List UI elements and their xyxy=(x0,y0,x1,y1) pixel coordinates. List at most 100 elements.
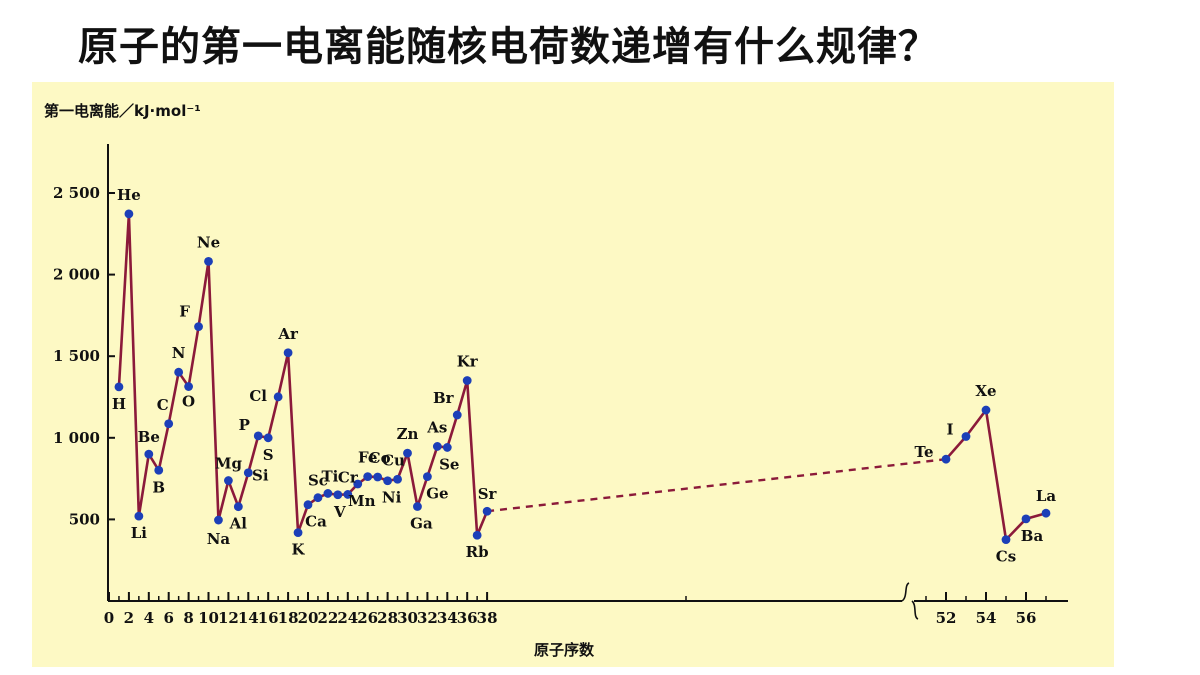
x-tick-label: 20 xyxy=(298,609,319,627)
data-point-la xyxy=(1041,508,1051,518)
data-point-ga xyxy=(413,502,422,511)
element-label-fe: Fe xyxy=(358,449,377,467)
axis-break-mark xyxy=(911,600,919,620)
data-points xyxy=(114,209,1051,545)
element-label-co: Co xyxy=(369,449,391,467)
y-ticks: 500 1 000 1 500 2 000 2 500 xyxy=(53,184,115,528)
data-point-si xyxy=(243,468,253,478)
data-point-n xyxy=(174,367,184,377)
x-ticks: 0 2 4 6 8 10 12 14 16 18 20 22 24 26 28 30 32 34 36 38 52 54 5… xyxy=(104,592,1047,627)
x-tick-label: 38 xyxy=(477,609,498,627)
element-label-mg: Mg xyxy=(215,455,243,473)
data-point-zn xyxy=(403,448,412,458)
element-label-li: Li xyxy=(131,524,148,542)
element-label-kr: Kr xyxy=(457,353,479,371)
data-point-sc xyxy=(313,493,323,503)
x-tick-label: 16 xyxy=(258,609,279,627)
data-point-ba xyxy=(1021,514,1031,524)
element-label-mn: Mn xyxy=(348,492,376,510)
x-tick-label: 24 xyxy=(337,609,358,627)
data-point-co xyxy=(373,472,383,482)
chart-background xyxy=(32,82,1114,667)
element-label-al: Al xyxy=(229,515,248,533)
y-axis-label: 第一电离能／kJ·mol⁻¹ xyxy=(44,102,201,120)
y-tick-label: 2 500 xyxy=(53,184,100,202)
x-tick-label: 22 xyxy=(317,609,338,627)
element-label-ca: Ca xyxy=(305,513,327,531)
x-tick-label: 2 xyxy=(124,609,134,627)
element-label-la: La xyxy=(1036,487,1057,505)
data-point-kr xyxy=(462,376,472,385)
data-point-o xyxy=(184,382,194,391)
x-tick-label: 4 xyxy=(144,609,154,627)
data-point-k xyxy=(293,528,303,538)
x-tick-label: 52 xyxy=(936,609,957,627)
y-tick-label: 500 xyxy=(69,510,100,528)
element-label-sc: Sc xyxy=(308,472,328,490)
element-label-cu: Cu xyxy=(382,451,405,469)
element-label-v: V xyxy=(333,503,346,521)
data-point-s xyxy=(263,433,273,443)
data-point-li xyxy=(134,511,144,521)
axes xyxy=(107,144,1068,620)
x-tick-label: 36 xyxy=(457,609,478,627)
y-tick-label: 1 000 xyxy=(53,429,100,447)
x-tick-label: 18 xyxy=(278,609,299,627)
data-point-rb xyxy=(472,530,482,540)
data-point-c xyxy=(164,419,174,429)
element-label-si: Si xyxy=(252,467,269,485)
data-point-h xyxy=(114,382,124,392)
element-label-rb: Rb xyxy=(466,543,489,561)
x-tick-label: 8 xyxy=(183,609,193,627)
data-point-cu xyxy=(393,474,402,484)
element-label-b: B xyxy=(152,478,165,496)
data-point-cs xyxy=(1001,535,1011,545)
element-label-k: K xyxy=(292,541,306,559)
data-point-al xyxy=(233,502,243,512)
element-label-he: He xyxy=(117,186,141,204)
chart-svg: 第一电离能／kJ·mol⁻¹ 原子序数 500 1 000 1 500 2 000 2 … xyxy=(32,82,1114,667)
data-point-b xyxy=(154,465,164,475)
data-point-ti xyxy=(323,489,333,498)
element-label-ti: Ti xyxy=(321,467,338,485)
data-point-ne xyxy=(204,256,213,266)
element-label-te: Te xyxy=(915,443,934,461)
element-label-i: I xyxy=(946,420,953,438)
data-point-se xyxy=(442,443,452,452)
element-label-h: H xyxy=(112,395,126,413)
data-point-fe xyxy=(363,472,373,482)
element-label-as: As xyxy=(426,418,447,436)
data-point-ge xyxy=(423,472,432,482)
element-label-ga: Ga xyxy=(410,515,433,533)
element-label-o: O xyxy=(182,393,195,411)
element-label-na: Na xyxy=(207,530,231,548)
x-tick-label: 28 xyxy=(377,609,398,627)
ionization-energy-chart: 第一电离能／kJ·mol⁻¹ 原子序数 500 1 000 1 500 2 000 2 … xyxy=(32,82,1114,667)
data-point-ar xyxy=(283,348,293,358)
data-point-xe xyxy=(981,405,991,415)
element-label-f: F xyxy=(179,303,190,321)
element-label-ni: Ni xyxy=(382,489,402,507)
x-tick-label: 54 xyxy=(976,609,997,627)
x-tick-label: 26 xyxy=(357,609,378,627)
data-point-mg xyxy=(224,476,233,485)
data-point-p xyxy=(253,431,263,441)
data-point-te xyxy=(941,454,951,464)
data-point-i xyxy=(961,432,971,441)
slide-title: 原子的第一电离能随核电荷数递增有什么规律？ xyxy=(78,24,939,70)
element-label-ba: Ba xyxy=(1021,527,1044,545)
element-label-xe: Xe xyxy=(975,382,996,400)
data-point-as xyxy=(432,442,442,451)
element-label-s: S xyxy=(263,446,274,464)
data-point-sr xyxy=(482,506,492,516)
data-point-na xyxy=(214,515,223,525)
data-point-be xyxy=(144,449,154,459)
x-tick-label: 30 xyxy=(397,609,418,627)
data-point-mn xyxy=(353,479,363,489)
data-point-v xyxy=(333,490,343,500)
x-tick-label: 10 xyxy=(198,609,219,627)
data-point-f xyxy=(194,322,203,332)
element-label-zn: Zn xyxy=(397,425,419,443)
x-tick-label: 0 xyxy=(104,609,114,627)
